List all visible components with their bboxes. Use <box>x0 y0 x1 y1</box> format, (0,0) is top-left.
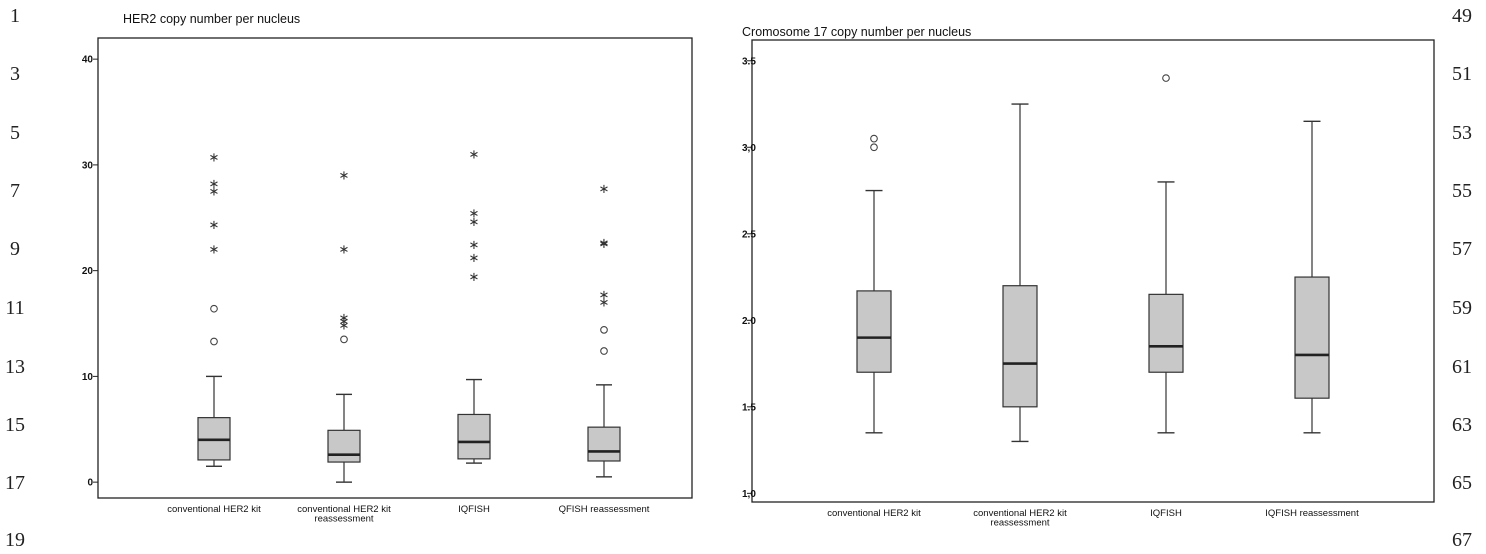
iqr-box <box>856 290 892 373</box>
y-tick-label: 2.0 <box>742 316 756 327</box>
y-tick-label: 1,0 <box>742 489 756 500</box>
x-category-label: reassessment <box>990 518 1049 529</box>
outlier-point <box>600 326 608 334</box>
extreme-point: ∗ <box>469 270 480 285</box>
box-4: IQFISH reassessment <box>1265 120 1359 519</box>
extreme-point: ∗ <box>209 177 220 192</box>
extreme-point: ∗ <box>209 184 220 199</box>
extreme-point: ∗ <box>599 295 610 310</box>
plot-area-frame <box>751 39 1435 503</box>
line-number-left: 17 <box>5 472 25 494</box>
outlier-point <box>870 134 878 143</box>
line-number-left: 9 <box>10 238 20 260</box>
extreme-point: ∗ <box>469 215 480 230</box>
extreme-point: ∗ <box>339 168 350 183</box>
y-tick-label: 3.5 <box>742 56 756 67</box>
box-4: ∗∗∗∗∗QFISH reassessment <box>559 182 650 515</box>
extreme-point: ∗ <box>599 182 610 197</box>
extreme-point: ∗ <box>469 251 480 266</box>
y-tick-label: 0 <box>87 478 93 489</box>
outlier-point <box>210 337 218 346</box>
line-number-right: 63 <box>1452 414 1472 436</box>
y-tick-label: 2.5 <box>742 229 756 240</box>
outlier-point <box>340 335 348 344</box>
line-number-right: 55 <box>1452 180 1472 202</box>
boxplot-chart-1: HER2 copy number per nucleus010203040∗∗∗… <box>82 12 693 525</box>
x-category-label: conventional HER2 kit <box>973 508 1067 519</box>
iqr-box <box>327 429 361 463</box>
line-number-left: 3 <box>10 63 20 85</box>
chart-title: Cromosome 17 copy number per nucleus <box>742 25 971 39</box>
line-number-left: 5 <box>10 122 20 144</box>
y-tick-label: 40 <box>82 55 94 66</box>
line-number-right: 49 <box>1452 5 1472 27</box>
extreme-point: ∗ <box>339 242 350 257</box>
extreme-point: ∗ <box>599 237 610 252</box>
x-category-label: conventional HER2 kit <box>167 504 261 515</box>
outlier-point <box>210 304 218 313</box>
box-1: ∗∗∗∗∗conventional HER2 kit <box>167 150 261 515</box>
line-number-left: 11 <box>5 297 24 319</box>
line-number-left: 1 <box>10 5 20 27</box>
line-number-right: 59 <box>1452 297 1472 319</box>
line-number-right: 67 <box>1452 529 1472 549</box>
y-tick-label: 30 <box>82 160 94 171</box>
line-number-right: 61 <box>1452 356 1472 378</box>
plot-area-frame <box>97 37 693 499</box>
line-number-left: 7 <box>10 180 20 202</box>
line-number-left: 13 <box>5 356 25 378</box>
extreme-point: ∗ <box>209 242 220 257</box>
x-category-label: IQFISH <box>1150 508 1182 519</box>
box-3: IQFISH <box>1148 74 1184 519</box>
extreme-point: ∗ <box>339 311 350 326</box>
iqr-box <box>587 426 621 462</box>
x-category-label: IQFISH reassessment <box>1265 508 1359 519</box>
iqr-box <box>457 413 491 460</box>
x-category-label: conventional HER2 kit <box>827 508 921 519</box>
y-tick-label: 20 <box>82 266 94 277</box>
x-category-label: QFISH reassessment <box>559 504 650 515</box>
extreme-point: ∗ <box>469 238 480 253</box>
line-number-right: 65 <box>1452 472 1472 494</box>
extreme-point: ∗ <box>469 206 480 221</box>
extreme-point: ∗ <box>209 150 220 165</box>
boxplot-chart-2: Cromosome 17 copy number per nucleus 1,0 1… <box>742 25 1435 529</box>
extreme-point: ∗ <box>599 288 610 303</box>
line-number-right: 53 <box>1452 122 1472 144</box>
y-tick-label: 10 <box>82 372 94 383</box>
extreme-point: ∗ <box>209 218 220 233</box>
extreme-point: ∗ <box>339 314 350 329</box>
x-category-label: IQFISH <box>458 504 490 515</box>
outlier-point <box>600 347 608 355</box>
box-3: ∗∗∗∗∗∗IQFISH <box>457 147 491 515</box>
x-category-label: reassessment <box>314 514 373 525</box>
outlier-point <box>1162 74 1170 82</box>
line-number-right: 51 <box>1452 63 1472 85</box>
line-number-left: 15 <box>5 414 25 436</box>
extreme-point: ∗ <box>469 147 480 162</box>
iqr-box <box>1148 293 1184 373</box>
box-1: conventional HER2 kit <box>827 134 921 519</box>
x-category-label: conventional HER2 kit <box>297 504 391 515</box>
line-number-left: 19 <box>5 529 25 549</box>
y-tick-label: 3,0 <box>742 143 756 154</box>
line-number-right: 57 <box>1452 238 1472 260</box>
extreme-point: ∗ <box>339 319 350 334</box>
iqr-box <box>1002 285 1038 408</box>
y-tick-label: 1.5 <box>742 402 756 413</box>
extreme-point: ∗ <box>599 236 610 251</box>
outlier-point <box>870 143 878 152</box>
chart-title: HER2 copy number per nucleus <box>123 12 300 26</box>
iqr-box <box>1294 276 1330 399</box>
